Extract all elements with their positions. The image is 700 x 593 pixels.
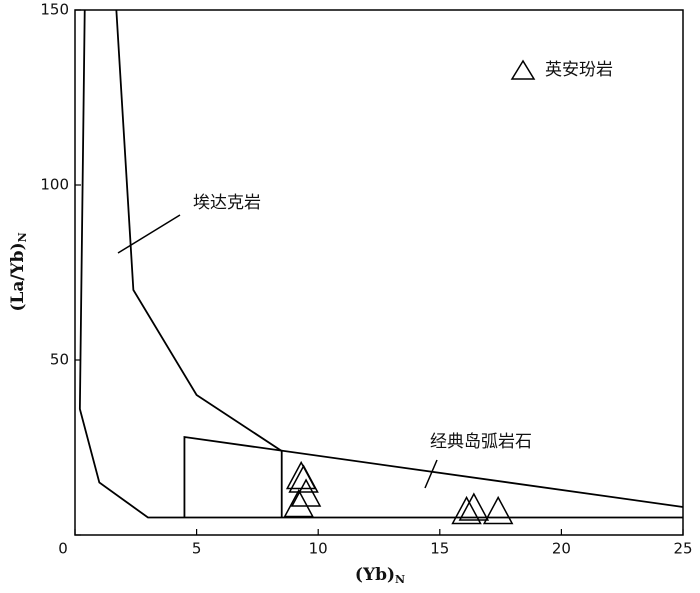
- data-point: [285, 460, 317, 490]
- y-label-text: (La/Yb): [8, 242, 28, 311]
- legend-marker: [510, 59, 536, 80]
- field-boundary: [78, 9, 683, 519]
- y-tick-label: 100: [40, 176, 69, 194]
- data-point: [288, 464, 319, 493]
- field-boundary: [115, 9, 283, 452]
- x-label-sub: N: [395, 573, 405, 586]
- field-boundary: [183, 435, 684, 518]
- x-tick-label: 25: [673, 540, 692, 558]
- y-axis-label: (La/Yb)N: [8, 232, 30, 311]
- x-label-text: (Yb): [355, 565, 395, 585]
- annotation: 埃达克岩: [193, 193, 261, 213]
- x-tick-label: 20: [552, 540, 571, 558]
- data-point: [283, 488, 314, 518]
- data-point: [290, 478, 322, 507]
- x-tick-label: 0: [58, 540, 68, 558]
- x-tick-label: 15: [430, 540, 449, 558]
- data-point: [482, 495, 514, 525]
- plot-frame: [74, 9, 684, 536]
- legend-label: 英安玢岩: [545, 60, 613, 80]
- leader-line: [117, 214, 181, 254]
- data-point: [458, 492, 490, 521]
- x-tick-label: 5: [192, 540, 202, 558]
- annotation: 经典岛弧岩石: [430, 432, 532, 452]
- y-tick-label: 50: [50, 351, 69, 369]
- leader-line: [424, 459, 438, 489]
- y-tick-label: 150: [40, 1, 69, 19]
- data-point: [451, 495, 482, 525]
- y-label-sub: N: [16, 232, 29, 242]
- x-tick-label: 10: [309, 540, 328, 558]
- x-axis-label: (Yb)N: [355, 565, 405, 587]
